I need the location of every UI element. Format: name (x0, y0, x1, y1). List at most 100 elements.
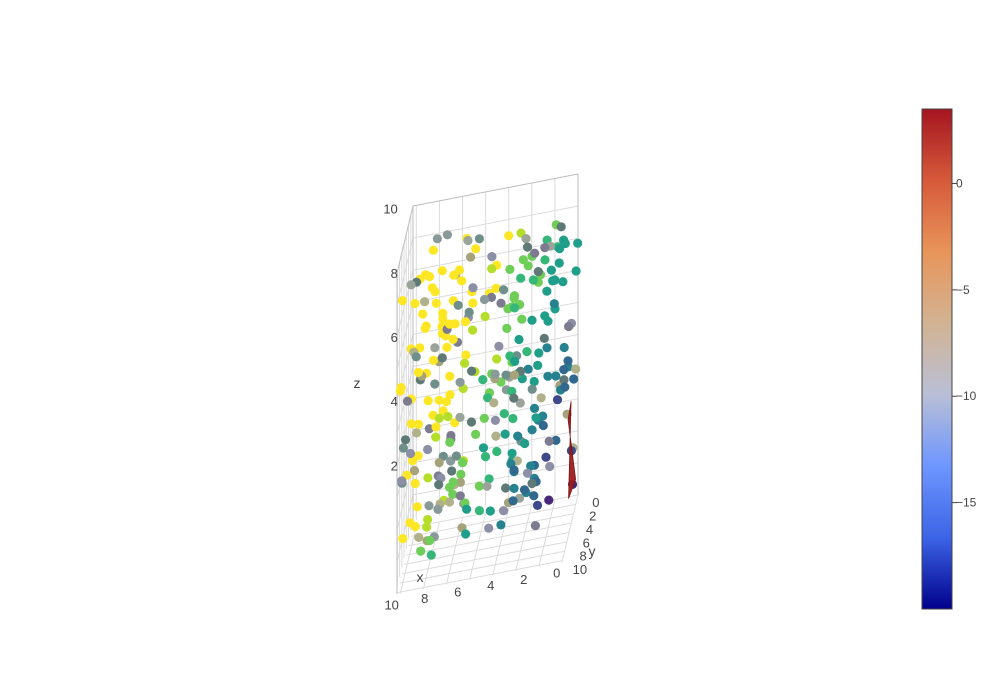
data-point (410, 478, 420, 489)
data-point (454, 265, 465, 275)
colorbar-tick-label: −5 (956, 283, 970, 297)
data-point (552, 395, 563, 405)
data-point (526, 461, 536, 471)
data-point (505, 264, 515, 274)
grid-line (396, 237, 414, 306)
data-point (559, 365, 569, 375)
data-point (571, 364, 581, 374)
data-point (541, 452, 551, 462)
data-point (542, 286, 552, 296)
data-point (434, 413, 444, 423)
data-point (471, 429, 481, 439)
data-point (397, 476, 407, 486)
surface-trace (567, 401, 577, 499)
data-point (527, 384, 537, 394)
data-point (529, 491, 539, 501)
data-point (540, 243, 550, 253)
data-point (509, 465, 519, 475)
grid-line (399, 550, 565, 584)
data-point (490, 415, 500, 425)
x-tick-label: 10 (384, 597, 398, 612)
data-point (483, 393, 493, 403)
data-point (428, 355, 438, 365)
data-point (509, 393, 519, 403)
data-point (527, 425, 537, 435)
y-tick-label: 8 (579, 549, 586, 564)
data-point (484, 474, 494, 484)
data-point (499, 409, 509, 419)
data-point (480, 311, 490, 322)
data-point (424, 501, 434, 511)
data-point (556, 222, 566, 232)
data-point (564, 321, 574, 332)
data-point (501, 370, 511, 380)
data-point (536, 393, 546, 403)
data-point (489, 398, 499, 408)
data-point (447, 466, 457, 476)
data-point (523, 261, 533, 271)
data-point (398, 534, 408, 544)
data-point (529, 403, 540, 413)
data-point (468, 325, 478, 335)
axis-edge (412, 173, 579, 207)
data-point (434, 480, 444, 490)
data-point (437, 266, 447, 276)
colorbar-tick-label: −10 (956, 389, 977, 403)
data-point (432, 234, 442, 244)
data-point (513, 431, 523, 441)
data-point (443, 411, 453, 422)
data-point (518, 255, 528, 265)
z-axis-title: z (354, 375, 361, 391)
data-point (504, 231, 514, 241)
data-point (422, 522, 432, 532)
data-point (442, 342, 452, 352)
data-point (455, 491, 465, 501)
data-point (457, 276, 467, 286)
data-point (451, 451, 461, 461)
data-point (546, 265, 557, 275)
grid-line (396, 302, 414, 370)
grid-line (396, 494, 414, 563)
data-point (550, 275, 560, 285)
data-point (521, 234, 531, 244)
data-point (510, 356, 520, 366)
data-point (490, 369, 500, 379)
data-point (533, 267, 543, 277)
data-point (413, 367, 423, 377)
data-point (540, 311, 550, 321)
data-point (411, 428, 422, 438)
data-point (482, 481, 492, 491)
data-point (416, 546, 426, 556)
x-tick-label: 6 (454, 585, 461, 600)
data-point (442, 230, 452, 240)
data-point (406, 280, 416, 290)
data-point (468, 298, 478, 308)
data-point (555, 244, 565, 254)
data-point (522, 242, 533, 252)
data-point (573, 238, 583, 248)
data-point (430, 287, 440, 297)
data-point (499, 285, 509, 295)
data-point (406, 419, 416, 429)
data-point (431, 422, 441, 432)
data-point (544, 436, 554, 446)
data-point (464, 307, 474, 317)
data-point (453, 300, 463, 310)
y-tick-label: 0 (592, 495, 599, 510)
data-point (487, 252, 497, 262)
data-point (523, 364, 533, 374)
data-point (430, 343, 440, 353)
data-point (487, 264, 497, 274)
data-point (528, 275, 539, 285)
y-tick-label: 10 (573, 562, 587, 577)
data-point (501, 483, 511, 493)
data-point (421, 321, 431, 331)
data-point (414, 532, 424, 543)
grid-line (410, 503, 576, 537)
data-point (559, 375, 569, 385)
data-point (455, 377, 465, 387)
grid-line (561, 494, 579, 563)
data-point (418, 309, 428, 319)
